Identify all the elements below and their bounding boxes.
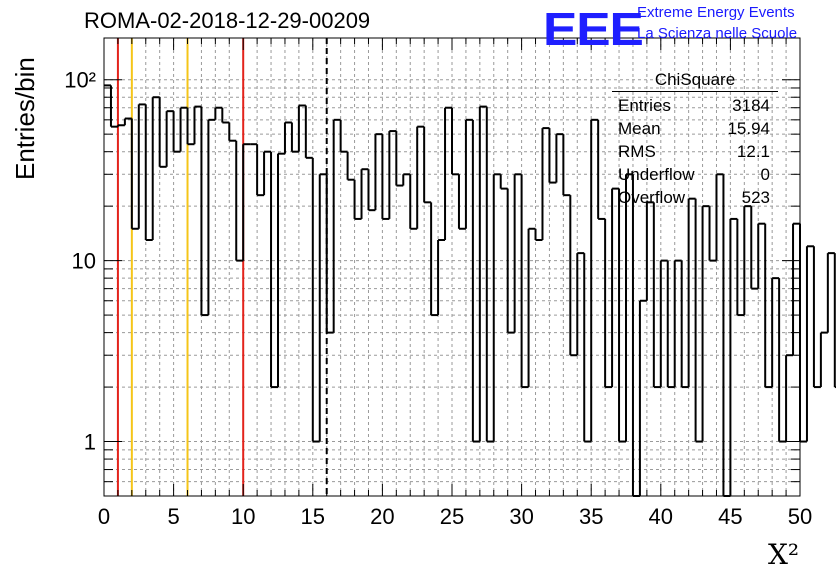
y-tick-label: 10² bbox=[64, 68, 96, 93]
stats-value: 523 bbox=[741, 188, 770, 207]
x-tick-label: 20 bbox=[370, 504, 394, 529]
y-tick-label: 10 bbox=[72, 249, 96, 274]
x-tick-label: 10 bbox=[231, 504, 255, 529]
stats-label: Overflow bbox=[618, 188, 686, 207]
stats-row-rms: RMS 12.1 bbox=[612, 140, 778, 163]
stats-value: 12.1 bbox=[736, 142, 770, 161]
y-tick-label: 1 bbox=[84, 430, 96, 455]
x-tick-label: 30 bbox=[509, 504, 533, 529]
logo-line-1: Extreme Energy Events bbox=[637, 4, 795, 21]
x-axis-label: X² bbox=[768, 538, 800, 571]
stats-label: Underflow bbox=[618, 165, 695, 184]
x-tick-label: 0 bbox=[98, 504, 110, 529]
stats-box: ChiSquare Entries 3184 Mean 15.94 RMS 12.1 … bbox=[612, 70, 778, 209]
x-tick-label: 35 bbox=[579, 504, 603, 529]
stats-value: 3184 bbox=[732, 96, 770, 115]
x-tick-label: 15 bbox=[301, 504, 325, 529]
stats-title: ChiSquare bbox=[612, 70, 778, 92]
x-tick-label: 25 bbox=[440, 504, 464, 529]
stats-row-overflow: Overflow 523 bbox=[612, 186, 778, 209]
stats-value: 15.94 bbox=[727, 119, 770, 138]
stats-label: Entries bbox=[618, 96, 671, 115]
y-axis-label: Entries/bin bbox=[10, 57, 40, 180]
x-tick-label: 40 bbox=[649, 504, 673, 529]
logo-line-2: La Scienza nelle Scuole bbox=[637, 25, 798, 42]
x-tick-label: 5 bbox=[167, 504, 179, 529]
eee-logo: EEE bbox=[543, 3, 644, 55]
stats-label: Mean bbox=[618, 119, 661, 138]
x-tick-label: 50 bbox=[788, 504, 812, 529]
stats-row-entries: Entries 3184 bbox=[612, 94, 778, 117]
stats-value: 0 bbox=[760, 165, 770, 184]
chart-title: ROMA-02-2018-12-29-00209 bbox=[84, 8, 371, 33]
stats-label: RMS bbox=[618, 142, 656, 161]
stats-row-mean: Mean 15.94 bbox=[612, 117, 778, 140]
stats-row-underflow: Underflow 0 bbox=[612, 163, 778, 186]
x-tick-label: 45 bbox=[718, 504, 742, 529]
